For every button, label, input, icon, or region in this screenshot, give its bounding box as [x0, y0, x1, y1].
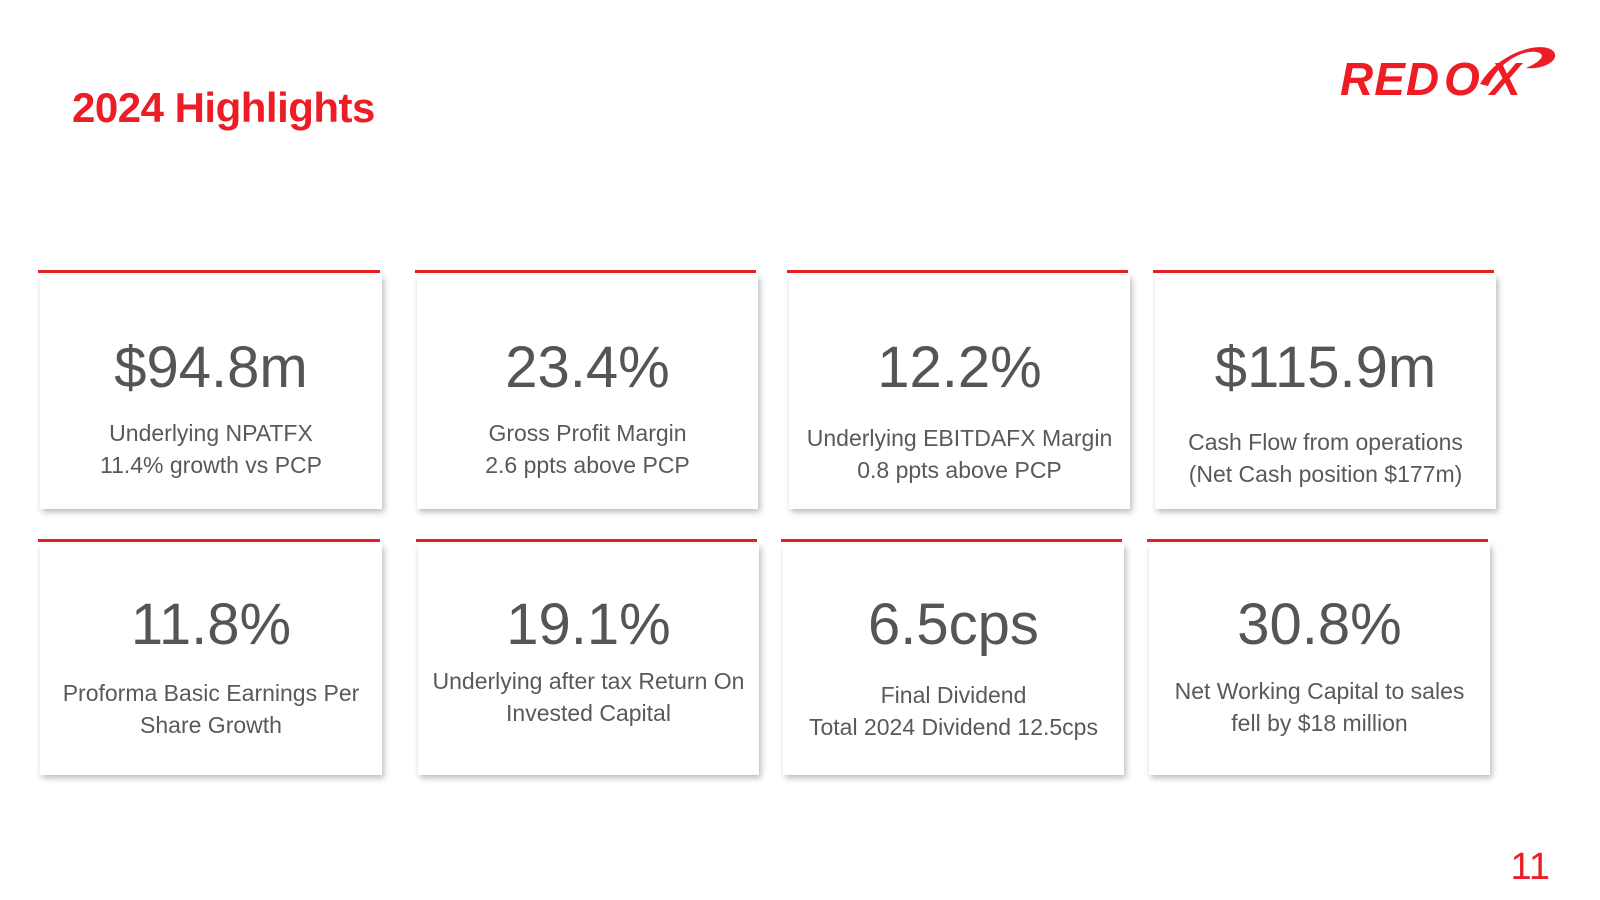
card-value: 30.8% — [1237, 592, 1402, 657]
svg-text:O: O — [1444, 53, 1480, 105]
card-value: 6.5cps — [868, 592, 1039, 657]
card-value: 23.4% — [505, 335, 670, 400]
card-value: 12.2% — [877, 335, 1042, 400]
card-value: 19.1% — [506, 592, 671, 657]
card-label-line1: Final Dividend — [880, 682, 1027, 708]
card-label-line1: Cash Flow from operations — [1188, 429, 1463, 455]
redox-logo: RED O X — [1340, 47, 1556, 105]
card-value: $94.8m — [114, 335, 308, 400]
card-label-line1: Underlying NPATFX — [109, 420, 313, 446]
page-title: 2024 Highlights — [72, 84, 375, 131]
card-label-line2: Share Growth — [140, 712, 282, 738]
card-label-line1: Underlying after tax Return On — [432, 668, 745, 694]
card-value: 11.8% — [130, 592, 292, 657]
highlight-card-working-capital: 30.8% Net Working Capital to sales fell … — [1147, 539, 1490, 775]
card-accent-line — [1153, 270, 1494, 273]
card-label-line2: 11.4% growth vs PCP — [99, 452, 322, 478]
card-label-line1: Proforma Basic Earnings Per — [62, 680, 360, 706]
card-value: $115.9m — [1214, 335, 1437, 400]
card-label-line2: 2.6 ppts above PCP — [485, 452, 690, 478]
svg-text:RED: RED — [1340, 53, 1440, 105]
page-number: 11 — [1510, 846, 1550, 888]
highlight-card-roic: 19.1% Underlying after tax Return On Inv… — [416, 539, 759, 775]
card-accent-line — [1147, 539, 1488, 542]
card-label-line2: (Net Cash position $177m) — [1188, 461, 1463, 487]
card-label-line2: 0.8 ppts above PCP — [857, 457, 1062, 483]
card-accent-line — [787, 270, 1128, 273]
card-accent-line — [416, 539, 757, 542]
highlight-card-eps-growth: 11.8% Proforma Basic Earnings Per Share … — [38, 539, 382, 775]
card-accent-line — [38, 270, 380, 273]
highlight-card-npatfx: $94.8m Underlying NPATFX 11.4% growth vs… — [38, 270, 382, 509]
card-label-line2: fell by $18 million — [1231, 710, 1408, 736]
card-accent-line — [38, 539, 380, 542]
highlight-card-ebitdafx-margin: 12.2% Underlying EBITDAFX Margin 0.8 ppt… — [787, 270, 1130, 509]
card-label-line1: Underlying EBITDAFX Margin — [806, 425, 1113, 451]
card-label-line1: Gross Profit Margin — [488, 420, 687, 446]
card-label-line1: Net Working Capital to sales — [1174, 678, 1465, 704]
card-label-line2: Invested Capital — [506, 700, 671, 726]
card-accent-line — [415, 270, 756, 273]
highlight-card-gross-profit-margin: 23.4% Gross Profit Margin 2.6 ppts above… — [415, 270, 758, 509]
card-label-line2: Total 2024 Dividend 12.5cps — [809, 714, 1098, 740]
highlight-card-dividend: 6.5cps Final Dividend Total 2024 Dividen… — [781, 539, 1124, 775]
highlight-card-cash-flow: $115.9m Cash Flow from operations (Net C… — [1153, 270, 1496, 509]
card-accent-line — [781, 539, 1122, 542]
